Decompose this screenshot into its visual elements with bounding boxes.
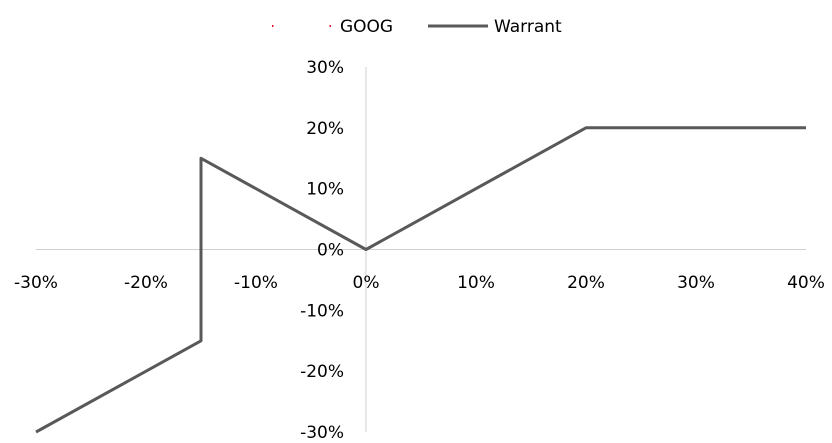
legend-label-warrant: Warrant <box>494 17 562 37</box>
y-tick-label: -30% <box>300 423 344 443</box>
legend-label-goog: GOOG <box>340 17 393 37</box>
axes <box>36 67 806 432</box>
legend-item-goog: GOOG <box>272 17 393 37</box>
series-group <box>35 126 806 434</box>
y-tick-label: 0% <box>317 241 344 261</box>
x-tick-label: 0% <box>353 273 380 293</box>
y-tick-label: -10% <box>300 301 344 321</box>
legend: GOOG Warrant <box>272 17 562 37</box>
x-tick-label: 10% <box>457 273 495 293</box>
x-tick-label: 20% <box>567 273 605 293</box>
series-line-warrant <box>35 126 806 434</box>
y-tick-label: 30% <box>306 58 344 78</box>
x-tick-label: 30% <box>677 273 715 293</box>
x-tick-label: 40% <box>787 273 825 293</box>
y-tick-label: 20% <box>306 119 344 139</box>
x-tick-label: -20% <box>124 273 168 293</box>
y-axis-tick-labels: 30% 20% 10% 0% -10% -20% -30% <box>300 58 344 443</box>
x-axis-tick-labels: -30% -20% -10% 0% 10% 20% 30% 40% <box>14 273 825 293</box>
legend-item-warrant: Warrant <box>428 17 562 37</box>
x-tick-label: -30% <box>14 273 58 293</box>
x-tick-label: -10% <box>234 273 278 293</box>
y-tick-label: -20% <box>300 362 344 382</box>
y-tick-label: 10% <box>306 180 344 200</box>
